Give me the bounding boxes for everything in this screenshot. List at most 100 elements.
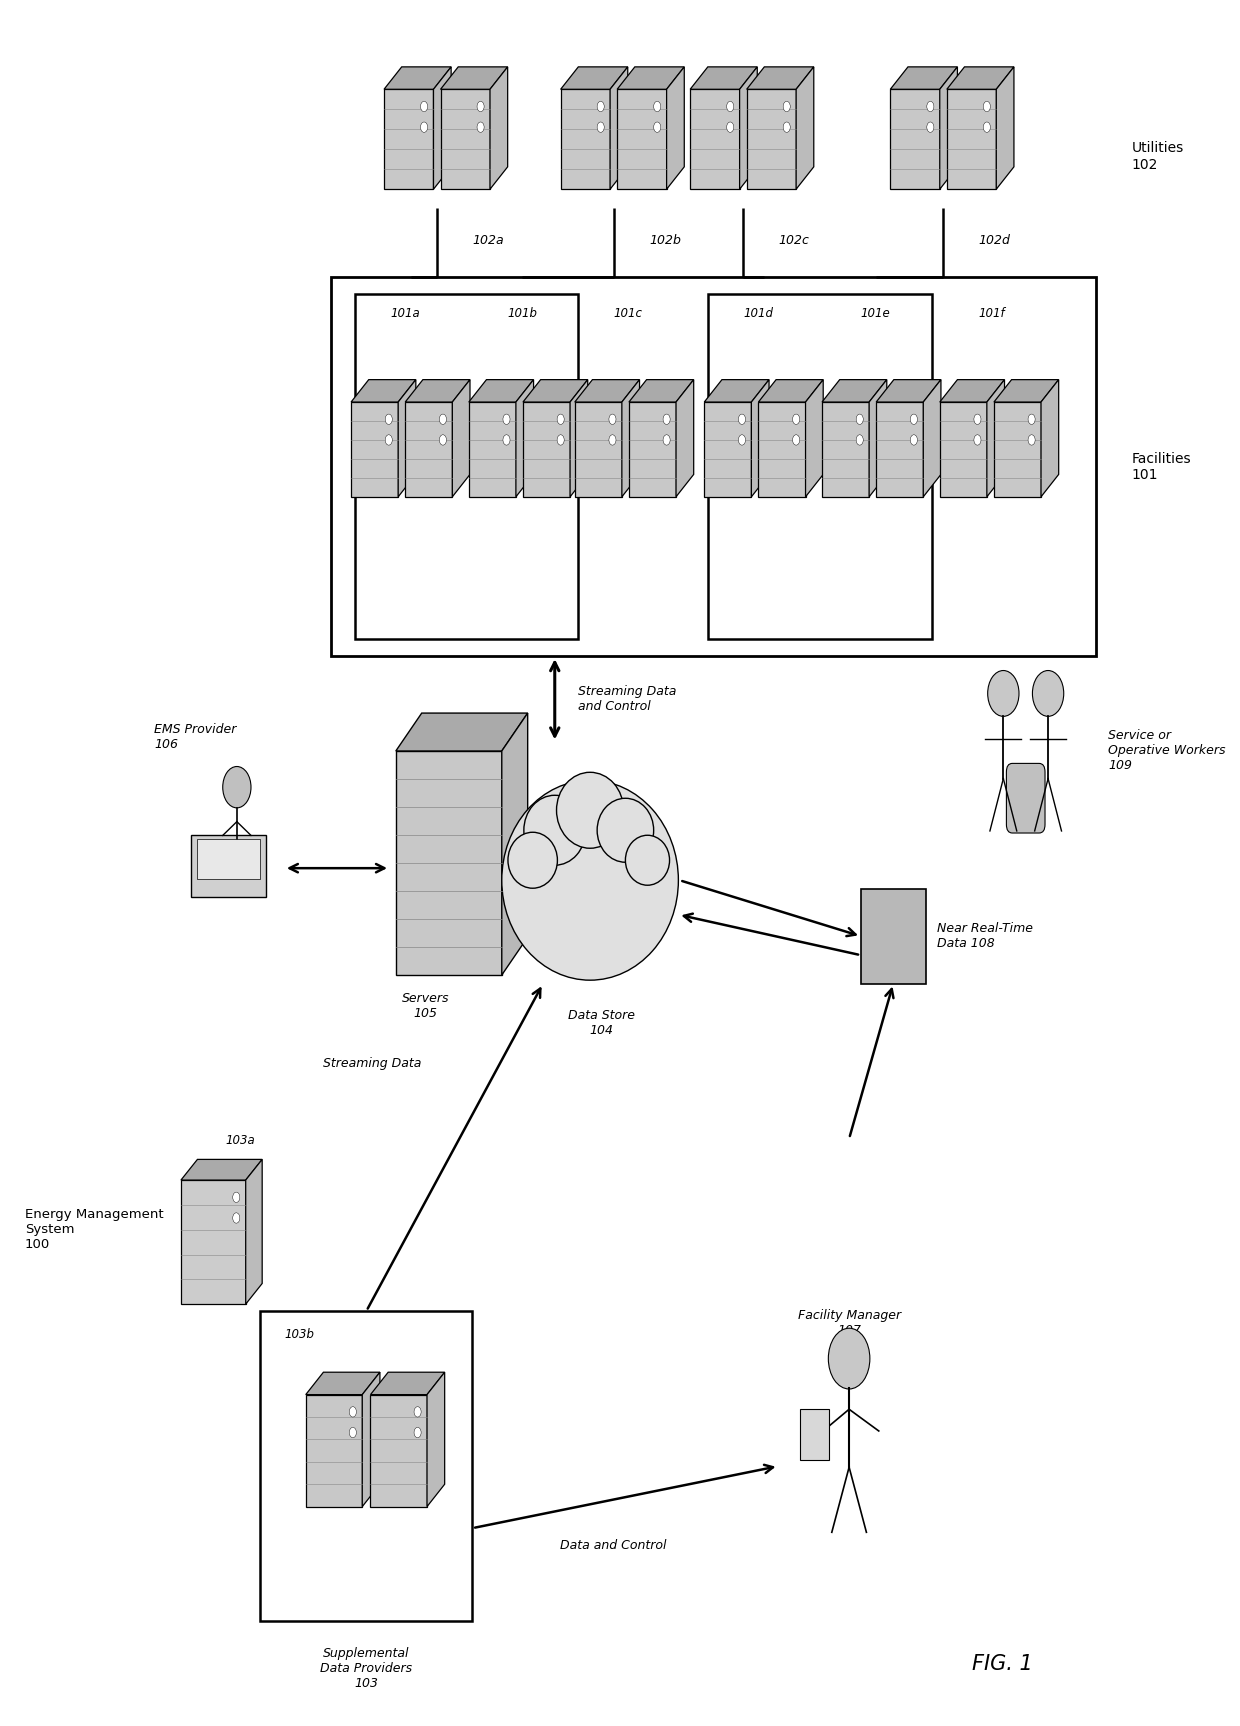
Circle shape: [350, 1427, 356, 1438]
Polygon shape: [440, 90, 490, 190]
Text: Data and Control: Data and Control: [560, 1540, 667, 1552]
Text: 101d: 101d: [743, 307, 773, 321]
Polygon shape: [629, 380, 693, 402]
Polygon shape: [739, 67, 758, 190]
Circle shape: [828, 1329, 870, 1389]
Circle shape: [414, 1407, 422, 1417]
Text: 101c: 101c: [614, 307, 642, 321]
Text: 101b: 101b: [507, 307, 538, 321]
Circle shape: [420, 123, 428, 133]
Text: Streaming Data: Streaming Data: [324, 1056, 422, 1070]
Polygon shape: [691, 90, 739, 190]
Text: 103a: 103a: [226, 1134, 255, 1148]
Bar: [191, 835, 267, 898]
Bar: [197, 839, 260, 879]
Circle shape: [926, 102, 934, 112]
Polygon shape: [676, 380, 693, 497]
Text: Energy Management
System
100: Energy Management System 100: [25, 1208, 164, 1251]
Circle shape: [439, 435, 446, 445]
Text: 102b: 102b: [649, 235, 681, 247]
Polygon shape: [618, 67, 684, 90]
Polygon shape: [994, 380, 1059, 402]
Circle shape: [663, 435, 670, 445]
Polygon shape: [396, 751, 502, 975]
Polygon shape: [502, 713, 528, 975]
Text: Data Store
104: Data Store 104: [568, 1010, 635, 1037]
Polygon shape: [996, 67, 1014, 190]
Polygon shape: [405, 380, 470, 402]
Bar: [708, 295, 931, 639]
Polygon shape: [351, 402, 398, 497]
Polygon shape: [371, 1395, 427, 1507]
Polygon shape: [246, 1160, 262, 1305]
Circle shape: [233, 1193, 239, 1203]
Circle shape: [727, 123, 734, 133]
Polygon shape: [427, 1372, 445, 1507]
Polygon shape: [351, 380, 415, 402]
Polygon shape: [987, 380, 1004, 497]
Circle shape: [926, 123, 934, 133]
Ellipse shape: [502, 780, 678, 980]
Circle shape: [414, 1427, 422, 1438]
Polygon shape: [181, 1181, 246, 1305]
Circle shape: [557, 414, 564, 425]
Polygon shape: [947, 67, 1014, 90]
Polygon shape: [947, 90, 996, 190]
Circle shape: [477, 102, 484, 112]
Polygon shape: [570, 380, 588, 497]
FancyBboxPatch shape: [1007, 763, 1045, 834]
Ellipse shape: [625, 835, 670, 885]
Circle shape: [973, 435, 981, 445]
Polygon shape: [806, 380, 823, 497]
Polygon shape: [618, 90, 667, 190]
Polygon shape: [890, 67, 957, 90]
Text: Streaming Data
and Control: Streaming Data and Control: [578, 685, 677, 713]
Polygon shape: [704, 402, 751, 497]
Polygon shape: [405, 402, 453, 497]
Circle shape: [1028, 414, 1035, 425]
Polygon shape: [890, 90, 940, 190]
Polygon shape: [306, 1372, 379, 1395]
Bar: [800, 1408, 830, 1460]
Circle shape: [653, 102, 661, 112]
Circle shape: [910, 435, 918, 445]
Circle shape: [856, 435, 863, 445]
Polygon shape: [796, 67, 813, 190]
Polygon shape: [523, 402, 570, 497]
Polygon shape: [877, 380, 941, 402]
Circle shape: [983, 102, 991, 112]
Text: Facilities
101: Facilities 101: [1132, 452, 1192, 482]
Polygon shape: [384, 90, 434, 190]
Circle shape: [477, 123, 484, 133]
Circle shape: [983, 123, 991, 133]
Polygon shape: [440, 67, 507, 90]
Circle shape: [973, 414, 981, 425]
Ellipse shape: [523, 796, 585, 865]
Circle shape: [503, 414, 510, 425]
Polygon shape: [490, 67, 507, 190]
Text: Service or
Operative Workers
109: Service or Operative Workers 109: [1109, 730, 1225, 773]
Circle shape: [557, 435, 564, 445]
Circle shape: [598, 123, 604, 133]
Polygon shape: [575, 380, 640, 402]
Polygon shape: [940, 380, 1004, 402]
Text: 102d: 102d: [978, 235, 1011, 247]
Circle shape: [223, 766, 250, 808]
Circle shape: [1028, 435, 1035, 445]
Polygon shape: [384, 67, 451, 90]
Polygon shape: [371, 1372, 445, 1395]
Ellipse shape: [508, 832, 558, 889]
Circle shape: [653, 123, 661, 133]
Circle shape: [663, 414, 670, 425]
Polygon shape: [822, 380, 887, 402]
Polygon shape: [622, 380, 640, 497]
Text: 101f: 101f: [978, 307, 1006, 321]
Text: 101a: 101a: [389, 307, 419, 321]
Circle shape: [792, 435, 800, 445]
Polygon shape: [398, 380, 415, 497]
Circle shape: [910, 414, 918, 425]
Text: Near Real-Time
Data 108: Near Real-Time Data 108: [937, 922, 1033, 951]
Text: 101e: 101e: [861, 307, 890, 321]
Polygon shape: [994, 402, 1042, 497]
Polygon shape: [1042, 380, 1059, 497]
